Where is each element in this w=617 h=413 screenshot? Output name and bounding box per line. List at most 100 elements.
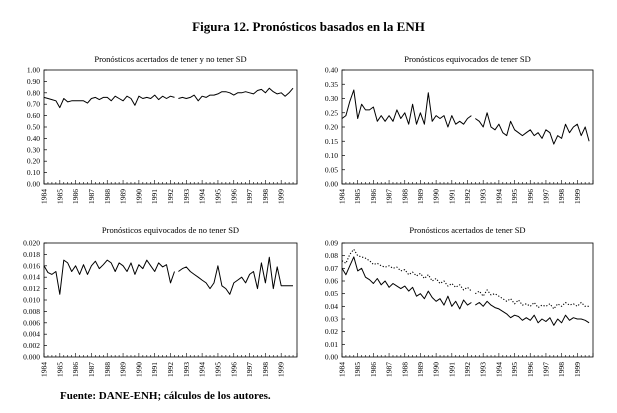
y-tick-label: 0.20 bbox=[27, 157, 40, 166]
y-tick-label: 0.15 bbox=[325, 137, 338, 146]
plot-frame-2 bbox=[341, 69, 594, 185]
y-tick-label: 0.60 bbox=[27, 111, 40, 120]
y-tick-label: 0.10 bbox=[325, 151, 338, 160]
y-tick-label: 0.06 bbox=[325, 277, 338, 286]
y-tick-label: 0.05 bbox=[325, 289, 338, 298]
plot-frame-3 bbox=[43, 242, 298, 358]
y-tick-label: 0.09 bbox=[325, 239, 338, 248]
y-tick-label: 1.00 bbox=[27, 66, 40, 75]
x-tick-label: 1990 bbox=[134, 362, 143, 377]
x-tick-label: 1991 bbox=[447, 189, 456, 204]
y-tick-label: 0.35 bbox=[325, 80, 338, 89]
y-tick-label: 0.014 bbox=[23, 273, 40, 282]
x-tick-label: 1992 bbox=[463, 362, 472, 377]
x-tick-label: 1994 bbox=[198, 189, 207, 204]
x-tick-label: 1999 bbox=[573, 362, 582, 377]
x-tick-label: 1997 bbox=[245, 189, 254, 204]
x-tick-label: 1984 bbox=[40, 189, 49, 204]
x-tick-label: 1991 bbox=[150, 362, 159, 377]
y-tick-label: 0.020 bbox=[23, 239, 40, 248]
x-tick-label: 1995 bbox=[510, 189, 519, 204]
x-tick-label: 1986 bbox=[369, 189, 378, 204]
x-tick-label: 1989 bbox=[416, 362, 425, 377]
y-tick-label: 0.04 bbox=[325, 302, 338, 311]
x-tick-label: 1998 bbox=[557, 362, 566, 377]
x-tick-label: 1990 bbox=[432, 189, 441, 204]
plot-frame-4 bbox=[341, 242, 594, 358]
x-tick-label: 1998 bbox=[261, 362, 270, 377]
x-tick-label: 1996 bbox=[229, 189, 238, 204]
x-tick-label: 1993 bbox=[182, 189, 191, 204]
y-tick-label: 0.01 bbox=[325, 340, 338, 349]
y-tick-label: 0.002 bbox=[23, 341, 40, 350]
y-tick-label: 0.012 bbox=[23, 284, 40, 293]
x-tick-label: 1994 bbox=[198, 362, 207, 377]
x-tick-label: 1987 bbox=[385, 189, 394, 204]
x-tick-label: 1984 bbox=[338, 189, 347, 204]
x-tick-label: 1998 bbox=[557, 189, 566, 204]
y-tick-label: 0.50 bbox=[27, 123, 40, 132]
x-tick-label: 1985 bbox=[55, 362, 64, 377]
x-tick-label: 1993 bbox=[182, 362, 191, 377]
x-tick-label: 1995 bbox=[213, 189, 222, 204]
x-tick-label: 1994 bbox=[494, 189, 503, 204]
y-tick-label: 0.00 bbox=[325, 180, 338, 189]
x-tick-label: 1999 bbox=[277, 189, 286, 204]
x-tick-label: 1989 bbox=[416, 189, 425, 204]
x-tick-label: 1984 bbox=[40, 362, 49, 377]
x-tick-label: 1999 bbox=[573, 189, 582, 204]
x-tick-label: 1985 bbox=[353, 362, 362, 377]
x-tick-label: 1995 bbox=[213, 362, 222, 377]
y-tick-label: 0.00 bbox=[325, 353, 338, 362]
x-tick-label: 1986 bbox=[71, 362, 80, 377]
x-tick-label: 1993 bbox=[479, 362, 488, 377]
x-tick-label: 1996 bbox=[229, 362, 238, 377]
x-tick-label: 1985 bbox=[55, 189, 64, 204]
series-line-1-1-segment-2 bbox=[178, 87, 294, 102]
x-tick-label: 1987 bbox=[87, 362, 96, 377]
x-tick-label: 1995 bbox=[510, 362, 519, 377]
x-tick-label: 1996 bbox=[526, 189, 535, 204]
series-line-2-1-segment-2 bbox=[475, 112, 590, 145]
y-tick-label: 0.10 bbox=[27, 168, 40, 177]
series-line-2-1-segment-1 bbox=[341, 89, 472, 128]
y-tick-label: 0.30 bbox=[27, 145, 40, 154]
y-tick-label: 0.006 bbox=[23, 318, 40, 327]
series-line-1-1-segment-1 bbox=[43, 94, 175, 109]
y-tick-label: 0.20 bbox=[325, 123, 338, 132]
panel-title-2: Pronósticos equivocados de tener SD bbox=[404, 54, 531, 64]
series-line-4-2-segment-1 bbox=[341, 248, 472, 292]
x-tick-label: 1986 bbox=[369, 362, 378, 377]
x-tick-label: 1991 bbox=[150, 189, 159, 204]
x-tick-label: 1988 bbox=[400, 362, 409, 377]
x-tick-label: 1990 bbox=[432, 362, 441, 377]
y-tick-label: 0.08 bbox=[325, 251, 338, 260]
y-tick-label: 0.30 bbox=[325, 94, 338, 103]
x-tick-label: 1985 bbox=[353, 189, 362, 204]
x-tick-label: 1997 bbox=[541, 189, 550, 204]
figure-source-note: Fuente: DANE-ENH; cálculos de los autore… bbox=[60, 390, 271, 402]
x-tick-label: 1997 bbox=[541, 362, 550, 377]
x-tick-label: 1988 bbox=[400, 189, 409, 204]
series-line-4-1-segment-2 bbox=[475, 300, 590, 326]
x-tick-label: 1986 bbox=[71, 189, 80, 204]
y-tick-label: 0.07 bbox=[325, 264, 338, 273]
panel-title-1: Pronósticos acertados de tener y no tene… bbox=[94, 54, 246, 64]
x-tick-label: 1992 bbox=[166, 189, 175, 204]
series-line-3-1-segment-1 bbox=[43, 259, 175, 295]
x-tick-label: 1996 bbox=[526, 362, 535, 377]
x-tick-label: 1987 bbox=[87, 189, 96, 204]
y-tick-label: 0.018 bbox=[23, 250, 40, 259]
y-tick-label: 0.008 bbox=[23, 307, 40, 316]
x-tick-label: 1987 bbox=[385, 362, 394, 377]
y-tick-label: 0.40 bbox=[325, 66, 338, 75]
x-tick-label: 1994 bbox=[494, 362, 503, 377]
y-tick-label: 0.010 bbox=[23, 296, 40, 305]
y-tick-label: 0.80 bbox=[27, 88, 40, 97]
x-tick-label: 1984 bbox=[338, 362, 347, 377]
series-line-4-1-segment-1 bbox=[341, 256, 472, 310]
plot-frame-1 bbox=[43, 69, 298, 185]
series-line-3-1-segment-2 bbox=[178, 256, 293, 295]
y-tick-label: 0.25 bbox=[325, 108, 338, 117]
